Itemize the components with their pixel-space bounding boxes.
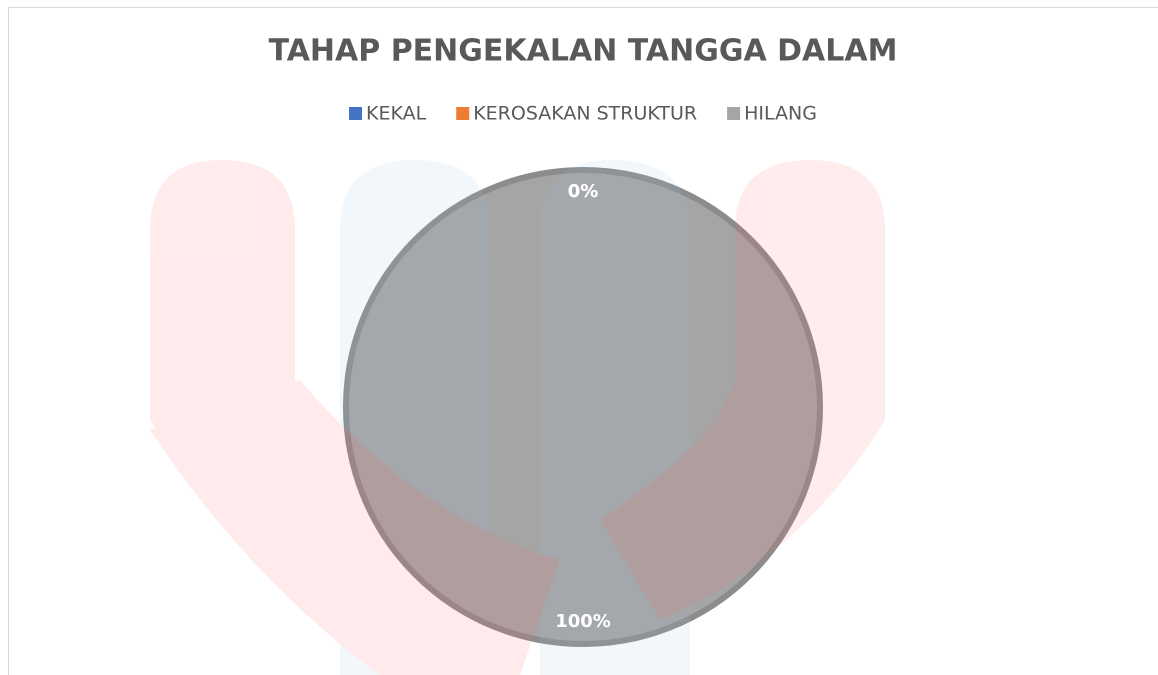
pie-slice: [343, 167, 823, 647]
chart-title: TAHAP PENGEKALAN TANGGA DALAM: [269, 34, 898, 69]
legend-label: KEKAL: [366, 103, 427, 125]
legend-swatch: [727, 107, 741, 120]
legend-swatch: [456, 107, 470, 120]
legend-label: KEROSAKAN STRUKTUR: [473, 103, 697, 125]
plot: [343, 167, 823, 647]
data-labels: 0%0%100%: [555, 181, 611, 632]
data-label: 100%: [555, 611, 611, 632]
data-label: 0%: [568, 181, 599, 202]
legend: KEKAL KEROSAKAN STRUKTUR HILANG: [349, 103, 817, 125]
data-label: 0%: [568, 181, 599, 202]
legend-swatch: [349, 107, 363, 120]
legend-label: HILANG: [744, 103, 817, 125]
